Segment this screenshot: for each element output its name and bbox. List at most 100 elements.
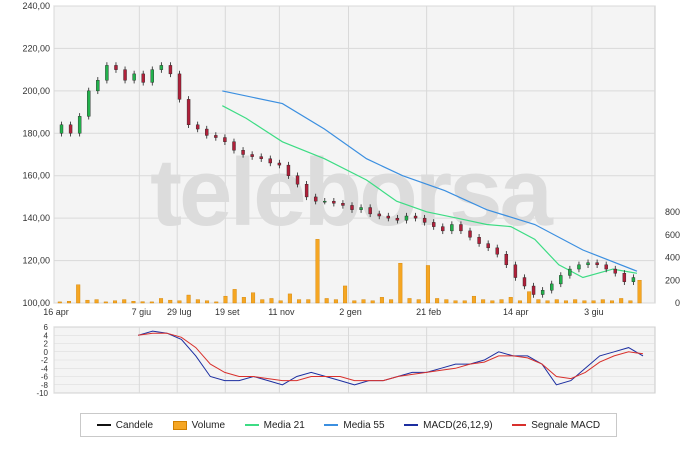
volume-bar — [370, 300, 375, 304]
volume-bar — [85, 299, 90, 304]
legend-swatch — [244, 424, 259, 426]
candle-body — [495, 247, 499, 255]
legend-item: Candele — [96, 420, 153, 431]
volume-bar — [471, 295, 476, 304]
price-tick-label: 140,00 — [22, 213, 50, 223]
price-tick-label: 160,00 — [22, 171, 50, 181]
volume-bar — [481, 299, 486, 304]
candle-body — [259, 156, 263, 159]
candle-body — [595, 262, 599, 266]
candle-body — [559, 275, 563, 285]
candle-body — [422, 217, 427, 223]
volume-bar — [269, 298, 274, 304]
volume-bar — [324, 298, 329, 304]
candle-body — [332, 200, 336, 204]
legend-swatch — [512, 424, 527, 426]
candle-body — [586, 262, 590, 266]
volume-bar — [76, 284, 81, 304]
candle-body — [105, 65, 109, 81]
candle-body — [450, 224, 454, 232]
candle-body — [186, 99, 191, 125]
candle-body — [631, 277, 636, 282]
candle-body — [241, 150, 245, 155]
volume-bar — [573, 299, 578, 304]
media-55-line — [222, 90, 638, 272]
legend-label: Media 55 — [343, 419, 385, 431]
volume-bar — [103, 301, 108, 304]
macd-tick-label: 0 — [44, 348, 49, 357]
volume-bar — [140, 301, 145, 304]
candle-body — [486, 243, 490, 249]
macd-tick-label: 4 — [44, 331, 49, 340]
candle-body — [286, 164, 291, 176]
candle-body — [477, 237, 481, 244]
volume-bar — [223, 295, 228, 304]
volume-bar — [453, 300, 458, 304]
volume-bar — [168, 299, 173, 304]
candle-body — [114, 65, 118, 70]
volume-bar — [315, 239, 320, 304]
candle-body — [404, 215, 409, 221]
volume-bar — [545, 300, 550, 304]
candle-body — [350, 205, 354, 210]
date-tick-label: 14 apr — [503, 307, 529, 317]
candle-body — [150, 69, 154, 83]
candle-body — [77, 116, 82, 134]
volume-bar — [398, 262, 403, 304]
volume-bar — [122, 299, 127, 304]
macd-tick-label: -4 — [41, 364, 49, 373]
candle-body — [195, 124, 200, 130]
volume-bar — [499, 299, 504, 304]
volume-bar — [159, 298, 164, 304]
volume-bar — [251, 292, 256, 304]
legend-item: Media 55 — [324, 419, 385, 431]
candle-body — [622, 273, 627, 282]
volume-bar — [508, 297, 513, 304]
candle-body — [205, 128, 209, 136]
volume-bar — [517, 300, 522, 304]
legend-item: Media 21 — [244, 420, 305, 431]
candle-body — [441, 226, 445, 232]
legend-item: Volume — [172, 419, 226, 431]
date-tick-label: 3 giu — [584, 307, 604, 317]
candle-body — [522, 277, 527, 287]
volume-bar — [67, 301, 72, 304]
volume-bar — [462, 300, 467, 304]
legend-swatch — [324, 424, 339, 426]
legend-label: MACD(26,12,9) — [423, 419, 493, 431]
macd-tick-label: -6 — [41, 373, 49, 382]
candle-body — [531, 285, 536, 295]
volume-bar — [278, 300, 283, 304]
volume-bar — [131, 301, 136, 304]
moving-average-lines — [222, 90, 638, 279]
price-tick-label: 180,00 — [22, 128, 50, 138]
volume-bar — [297, 299, 302, 304]
volume-bar — [241, 297, 246, 304]
macd-tick-label: 2 — [44, 340, 49, 349]
candle-body — [504, 254, 509, 266]
price-panel — [53, 5, 656, 304]
volume-bar — [628, 300, 633, 304]
date-tick-label: 11 nov — [268, 307, 295, 317]
candle-body — [386, 215, 391, 219]
candle-body — [177, 73, 182, 100]
teleborsa-watermark: teleborsa — [150, 139, 556, 246]
legend-item: Segnale MACD — [512, 420, 600, 431]
legend-label: Segnale MACD — [531, 419, 601, 431]
volume-bar — [444, 299, 449, 304]
volume-tick-label: 400 — [665, 253, 680, 263]
date-tick-label: 21 feb — [416, 307, 441, 317]
price-tick-label: 100,00 — [22, 298, 50, 308]
legend-swatch — [96, 424, 111, 426]
candle-body — [132, 73, 136, 81]
candle-body — [604, 264, 608, 270]
volume-bar — [260, 299, 265, 304]
date-tick-label: 2 gen — [339, 307, 362, 317]
legend-label: Volume — [191, 419, 226, 431]
candle-body — [159, 65, 164, 70]
volume-bar — [232, 289, 237, 304]
candle-body — [341, 203, 345, 206]
volume-tick-label: 0 — [675, 298, 680, 308]
volume-bar — [425, 265, 430, 304]
